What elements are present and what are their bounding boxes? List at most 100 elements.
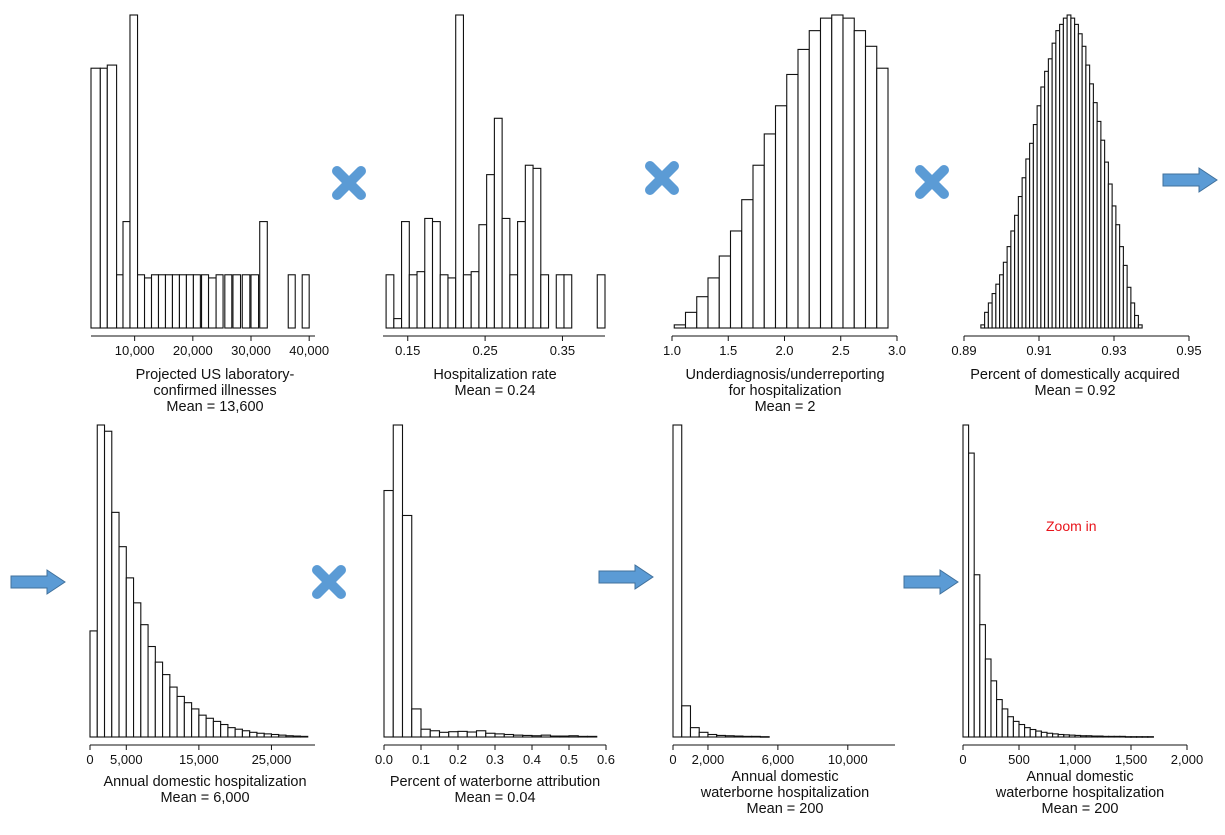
mean-label: Mean = 2 (754, 399, 816, 415)
histogram-bar (577, 735, 589, 738)
histogram-bar (1113, 735, 1121, 738)
histogram-bar (559, 735, 570, 738)
histogram-bar (431, 221, 441, 329)
axis-title-line: Annual domestic hospitalization (103, 774, 307, 790)
x-tick-label: 0.15 (395, 343, 420, 358)
x-tick-label: 0.89 (951, 343, 976, 358)
histogram-bar (301, 274, 310, 329)
histogram-bar (287, 274, 296, 329)
histogram-bar (979, 624, 986, 738)
x-tick-label: 0.4 (523, 752, 541, 767)
histogram-bar (1014, 214, 1019, 329)
histogram-bar (1147, 736, 1154, 738)
histogram-bar (984, 311, 989, 329)
x-tick-label: 0.91 (1026, 343, 1051, 358)
histogram-bar (122, 221, 131, 329)
histogram-bar (842, 17, 855, 329)
histogram-bar (201, 274, 210, 329)
histogram-bar (154, 661, 164, 738)
histogram-bar (198, 714, 207, 738)
histogram-bar (176, 695, 185, 738)
histogram-bar (1124, 736, 1132, 738)
histogram-bar (140, 624, 149, 738)
histogram-bar (991, 293, 997, 329)
histogram-bar (512, 734, 524, 738)
histogram-bar (503, 733, 515, 738)
histogram-panel-8: 0 500 1,000 1,500 2,000 (959, 424, 1203, 767)
mean-label: Mean = 200 (746, 801, 824, 817)
histogram-bar (250, 274, 260, 329)
histogram-bar (263, 733, 273, 738)
histogram-bar (241, 274, 251, 329)
histogram-bar (470, 271, 480, 329)
histogram-bar (1040, 731, 1048, 738)
histogram-bar (729, 230, 743, 329)
arrow-right-icon (903, 569, 959, 595)
histogram-bar (1092, 102, 1098, 329)
x-tick-label: 2,000 (692, 752, 725, 767)
histogram-panel-3: 1.0 1.5 2.0 2.5 3.0 (663, 14, 906, 358)
histogram-bar (157, 274, 167, 329)
histogram-panel-4: 0.89 0.91 0.93 0.95 (951, 14, 1202, 358)
histogram-bar (999, 274, 1004, 329)
histogram-bar (1115, 224, 1121, 329)
x-tick-label: 1,000 (1059, 752, 1092, 767)
histogram-bar (718, 255, 732, 329)
panel-caption: Projected US laboratory-confirmed illnes… (85, 367, 345, 415)
histogram-bar (411, 708, 422, 738)
histogram-bar (1107, 183, 1113, 329)
panel-caption: Underdiagnosis/underreporting for hospita… (660, 367, 910, 415)
histogram-bar (383, 489, 394, 738)
x-tick-label: 15,000 (179, 752, 219, 767)
histogram-bar (448, 731, 459, 738)
arrow-right-icon (10, 569, 66, 595)
panel-caption: Percent of domestically acquired Mean = 0… (950, 367, 1200, 399)
histogram-bar (1066, 14, 1072, 329)
histogram-bar (478, 224, 488, 329)
histogram-bar (1102, 735, 1110, 738)
axis-title-line: waterborne hospitalization (700, 785, 870, 801)
histogram-bar (486, 174, 495, 329)
histogram-bar (1122, 264, 1128, 329)
histogram-bar (996, 699, 1003, 738)
histogram-bar (466, 731, 478, 738)
axis-title-line: Annual domestic (731, 769, 839, 785)
histogram-bar (540, 734, 552, 738)
histogram-bar (968, 452, 975, 738)
x-tick-label: 500 (1008, 752, 1030, 767)
histogram-bar (733, 735, 744, 738)
histogram-bar (234, 728, 243, 738)
histogram-panel-1: 10,000 20,000 30,000 40,000 (90, 14, 329, 358)
x-tick-label: 0.2 (449, 752, 467, 767)
histogram-bar (292, 735, 302, 738)
x-tick-label: 6,000 (762, 752, 795, 767)
histogram-bar (447, 277, 457, 329)
histogram-bar (962, 424, 970, 738)
histogram-bar (111, 511, 120, 738)
histogram-bar (995, 283, 1001, 329)
histogram-bar (1104, 161, 1109, 329)
panel-caption: Annual domestic hospitalization Mean = 6,… (75, 774, 335, 806)
histogram-bar (1052, 733, 1059, 738)
histogram-bar (524, 164, 534, 329)
histogram-bar (438, 731, 450, 738)
histogram-panel-7: 0 2,000 6,000 10,000 (669, 424, 895, 767)
x-tick-label: 0.1 (412, 752, 430, 767)
histogram-bar (183, 702, 193, 738)
histogram-bar (673, 324, 687, 329)
histogram-bar (1100, 139, 1106, 329)
multiply-icon (915, 165, 949, 199)
histogram-bar (1024, 727, 1031, 738)
histogram-bar (973, 574, 981, 738)
histogram-bar (786, 73, 799, 329)
histogram-bar (143, 277, 153, 329)
histogram-bar (162, 674, 171, 738)
axis-title-line: confirmed illnesses (153, 383, 277, 399)
x-tick-label: 10,000 (115, 343, 155, 358)
histogram-bar (1136, 736, 1143, 738)
histogram-bar (207, 277, 217, 329)
histogram-bar (285, 735, 294, 738)
histogram-bar (485, 732, 496, 738)
zoom-in-note: Zoom in (1046, 518, 1097, 534)
histogram-bar (1040, 86, 1046, 329)
